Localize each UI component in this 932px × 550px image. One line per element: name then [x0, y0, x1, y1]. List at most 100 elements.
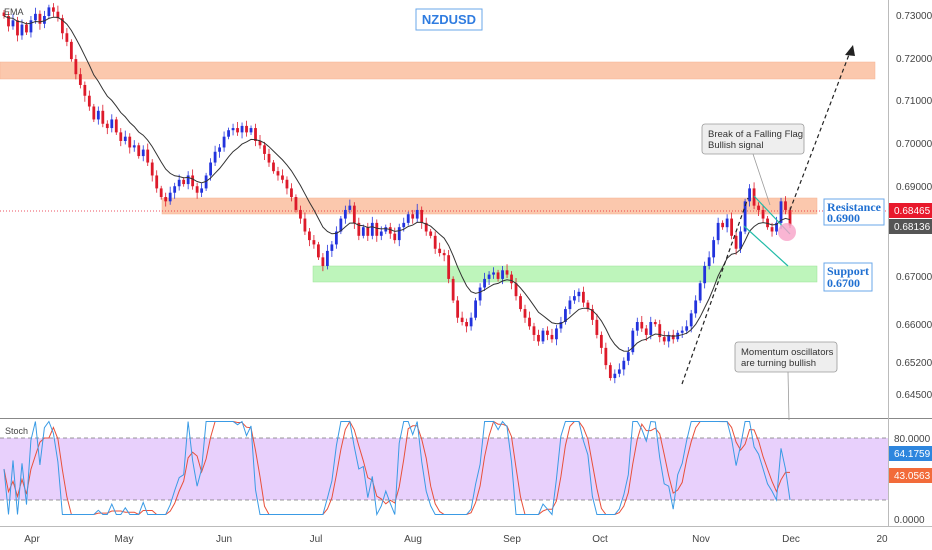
- candle-body: [132, 145, 136, 148]
- candle-body: [123, 136, 127, 141]
- candle-body: [635, 322, 639, 331]
- candle-body: [564, 309, 567, 323]
- candle-body: [254, 128, 257, 141]
- candle-body: [182, 179, 186, 185]
- candle-body: [25, 24, 28, 33]
- candle-body: [213, 151, 217, 163]
- title-box: [415, 8, 483, 31]
- support-value: 0.6700: [827, 276, 860, 290]
- candle-body: [43, 16, 46, 24]
- candle-body: [164, 197, 168, 202]
- last-price-value: 0.68465: [894, 206, 931, 217]
- candle-body: [626, 352, 630, 361]
- candle-body: [685, 326, 689, 331]
- momentum-annotation-line1: Momentum oscillators: [741, 347, 834, 358]
- candle-body: [478, 287, 482, 301]
- candle-body: [65, 33, 69, 42]
- price-tick: 0.65200: [896, 358, 932, 369]
- candle-body: [492, 272, 495, 275]
- time-label: Nov: [692, 534, 710, 545]
- momentum-annotation-box: [734, 341, 838, 373]
- candle-body: [290, 188, 293, 198]
- projection-line: [789, 51, 851, 211]
- candle-body: [34, 13, 37, 21]
- candle-body: [258, 140, 262, 146]
- time-label: 20: [876, 534, 888, 545]
- candle-body: [209, 162, 213, 176]
- candle-body: [308, 231, 311, 241]
- candle-body: [617, 369, 621, 374]
- candle-body: [173, 186, 177, 193]
- candle-body: [649, 322, 653, 335]
- candle-body: [608, 365, 612, 379]
- candle-body: [411, 214, 415, 219]
- candle-body: [406, 214, 410, 223]
- rally-path-line: [681, 197, 749, 385]
- price-tick: 0.64500: [896, 390, 932, 401]
- candle-body: [47, 7, 51, 16]
- candle-body: [757, 205, 760, 210]
- candle-body: [137, 145, 141, 157]
- candle-body: [101, 110, 105, 124]
- candle-body: [83, 84, 87, 96]
- candle-body: [644, 328, 648, 335]
- candle-body: [114, 119, 118, 133]
- candle-body: [442, 253, 446, 256]
- candle-body: [343, 209, 347, 219]
- price-tick: 0.69000: [896, 182, 932, 193]
- candle-body: [69, 41, 73, 60]
- candle-body: [177, 179, 181, 187]
- stoch-d-line: [3, 420, 790, 516]
- candle-body: [752, 188, 756, 206]
- candle-body: [424, 222, 428, 232]
- candle-body: [604, 347, 608, 366]
- candle-body: [748, 188, 751, 202]
- candle-body: [141, 149, 145, 157]
- candle-body: [272, 162, 275, 172]
- resistance-label-box: [823, 198, 885, 226]
- candle-body: [222, 136, 226, 148]
- candle-body: [671, 334, 675, 340]
- candle-body: [712, 240, 716, 258]
- candle-body: [537, 334, 540, 342]
- candle-body: [698, 283, 702, 301]
- candle-body: [361, 227, 365, 236]
- candle-body: [397, 227, 401, 241]
- candle-body: [433, 235, 437, 249]
- support-zone: [312, 265, 818, 283]
- candle-body: [200, 188, 204, 193]
- last-price-tag: [889, 203, 932, 218]
- candle-body: [514, 283, 518, 297]
- stoch-k-line: [3, 420, 791, 517]
- time-label: Jun: [216, 534, 232, 545]
- price-axis: 0.73000 0.72000 0.71000 0.70000 0.69000 …: [896, 11, 932, 401]
- candle-body: [770, 227, 774, 232]
- candle-body: [577, 291, 581, 297]
- candle-body: [317, 244, 320, 258]
- candle-body: [285, 179, 289, 189]
- candle-body: [761, 209, 765, 219]
- resistance-value: 0.6900: [827, 211, 860, 225]
- candle-body: [56, 11, 60, 19]
- candle-body: [119, 132, 123, 141]
- candle-body: [451, 278, 455, 301]
- candle-body: [438, 248, 442, 254]
- candle-body: [420, 209, 424, 223]
- candle-body: [519, 296, 522, 310]
- candle-body: [415, 209, 419, 219]
- candle-body: [739, 231, 742, 249]
- candle-body: [74, 59, 78, 75]
- candle-body: [523, 309, 527, 318]
- flag-annotation-line1: Break of a Falling Flag: [708, 129, 803, 140]
- candle-body: [159, 188, 163, 198]
- candle-body: [186, 175, 190, 185]
- time-label: Aug: [404, 534, 422, 545]
- price-tick: 0.70000: [896, 139, 932, 150]
- candle-body: [469, 317, 473, 327]
- candle-body: [721, 222, 725, 228]
- candle-body: [573, 296, 576, 301]
- candle-body: [640, 322, 644, 329]
- close-price-value: 0.68136: [894, 222, 931, 233]
- candle-body: [263, 145, 266, 154]
- candle-body: [245, 125, 248, 133]
